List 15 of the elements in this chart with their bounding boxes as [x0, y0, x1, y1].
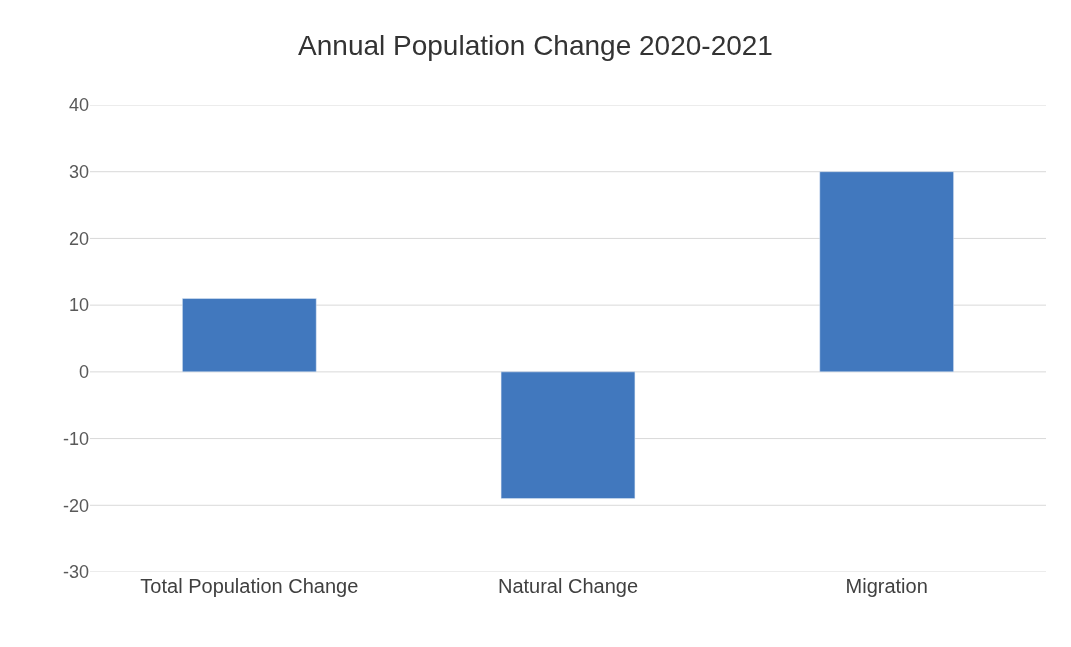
- y-tick-label: 40: [68, 95, 89, 116]
- x-tick-label: Migration: [845, 575, 928, 597]
- bar: [819, 171, 954, 373]
- y-tick-label: 20: [68, 228, 89, 249]
- y-tick-label: -30: [62, 562, 89, 583]
- bar: [500, 371, 636, 499]
- chart-title: Annual Population Change 2020-2021: [298, 30, 773, 62]
- y-tick-label: 0: [78, 362, 89, 383]
- y-tick-label: 30: [68, 162, 89, 183]
- y-tick-label: 10: [68, 295, 89, 316]
- x-tick-label: Total Population Change: [140, 575, 359, 597]
- y-tick-label: -10: [62, 428, 89, 449]
- bar: [182, 298, 317, 373]
- y-tick-label: -20: [62, 495, 89, 516]
- x-tick-label: Natural Change: [497, 575, 639, 597]
